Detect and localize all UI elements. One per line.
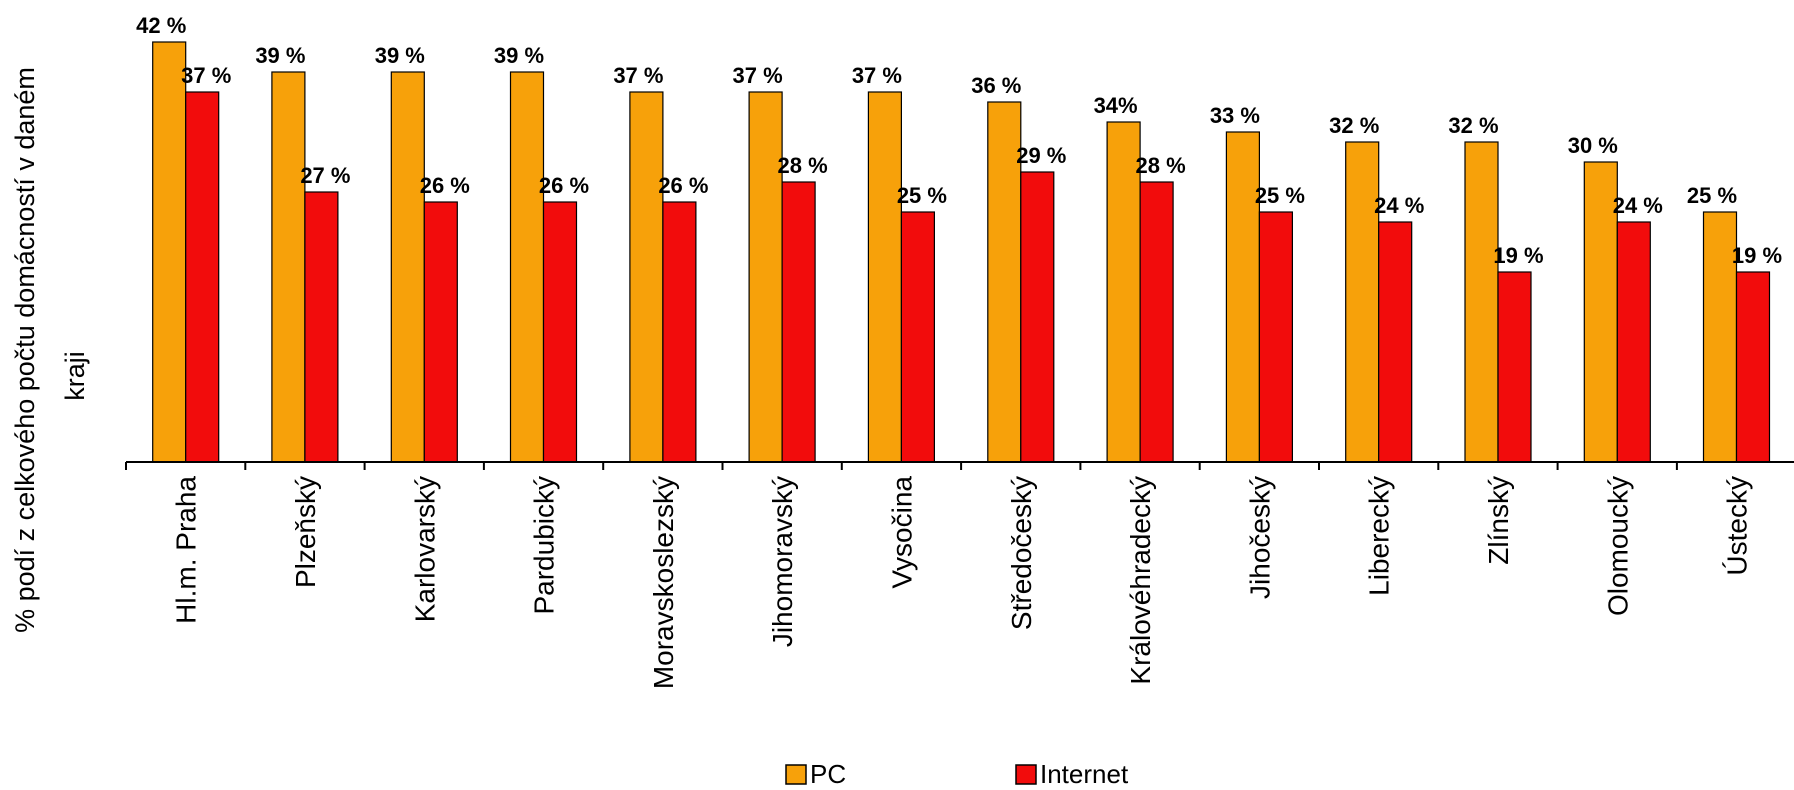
data-label-pc-3: 39 % (494, 43, 544, 68)
x-tick-label-12: Olomoucký (1602, 476, 1633, 616)
bar-internet-3 (542, 201, 578, 463)
bar-pc-13 (1702, 211, 1738, 463)
bar-pc-2 (390, 71, 425, 463)
bar-internet-11 (1497, 271, 1532, 463)
bar-internet-0 (185, 91, 220, 463)
bars-layer (152, 41, 1771, 463)
bar-pc-1 (271, 71, 306, 463)
y-axis-label-line-1: % podí z celkového počtu domácností v da… (10, 67, 40, 633)
legend-swatch-pc (785, 764, 807, 785)
data-labels-layer: 42 % 37 % 39 % 27 % 39 % 26 % 39 % 26 % 37 % 26 %… (136, 13, 1782, 268)
x-tick-labels: Hl.m. Praha Plzeňský Karlovarský Pardubický… (171, 476, 1753, 690)
data-label-internet-11: 19 % (1493, 243, 1543, 268)
data-label-internet-3: 26 % (539, 173, 589, 198)
bar-internet-7 (1020, 171, 1055, 463)
bar-internet-5 (781, 181, 816, 463)
data-label-pc-9: 33 % (1210, 103, 1260, 128)
x-tick-label-2: Karlovarský (409, 476, 440, 622)
x-tick-label-3: Pardubický (529, 476, 560, 615)
x-tick-label-11: Zlínský (1483, 476, 1514, 565)
bar-internet-9 (1258, 211, 1294, 463)
bar-internet-6 (900, 211, 936, 463)
data-label-pc-7: 36 % (971, 73, 1021, 98)
y-axis-label-line-2: kraji (60, 351, 90, 401)
data-label-internet-2: 26 % (420, 173, 470, 198)
legend: PC Internet (785, 759, 1129, 789)
data-label-pc-6: 37 % (852, 63, 902, 88)
data-label-pc-12: 30 % (1568, 133, 1618, 158)
data-label-pc-5: 37 % (733, 63, 783, 88)
data-label-internet-1: 27 % (300, 163, 350, 188)
bar-pc-3 (509, 71, 545, 463)
bar-pc-10 (1345, 141, 1380, 463)
bar-internet-4 (662, 201, 697, 463)
data-label-internet-8: 28 % (1136, 153, 1186, 178)
bar-pc-5 (748, 91, 783, 463)
data-label-internet-7: 29 % (1016, 143, 1066, 168)
x-tick-label-1: Plzeňský (290, 476, 321, 588)
bar-internet-10 (1378, 221, 1413, 463)
data-label-internet-12: 24 % (1613, 193, 1663, 218)
bar-internet-12 (1616, 221, 1651, 463)
data-label-pc-10: 32 % (1329, 113, 1379, 138)
bar-pc-11 (1464, 141, 1499, 463)
y-axis-label: % podí z celkového počtu domácností v da… (10, 67, 90, 633)
data-label-internet-4: 26 % (658, 173, 708, 198)
x-tick-label-6: Vysočina (886, 476, 917, 589)
data-label-pc-8: 34% (1094, 93, 1138, 118)
data-label-internet-10: 24 % (1374, 193, 1424, 218)
bar-pc-8 (1106, 121, 1141, 463)
bar-pc-0 (152, 41, 187, 463)
x-tick-label-10: Liberecký (1364, 476, 1395, 596)
data-label-pc-4: 37 % (613, 63, 663, 88)
bar-internet-1 (304, 191, 339, 463)
data-label-internet-6: 25 % (897, 183, 947, 208)
x-tick-label-0: Hl.m. Praha (171, 476, 202, 624)
bar-internet-2 (423, 201, 458, 463)
x-axis (125, 461, 1794, 470)
data-label-internet-0: 37 % (181, 63, 231, 88)
bar-internet-8 (1139, 181, 1174, 463)
bar-internet-13 (1735, 271, 1771, 463)
bar-pc-9 (1225, 131, 1261, 463)
legend-swatch-internet (1015, 764, 1037, 785)
x-tick-label-13: Ústecký (1722, 476, 1753, 576)
x-tick-label-4: Moravskoslezský (648, 476, 679, 689)
x-tick-label-7: Středočeský (1006, 476, 1037, 630)
legend-label-internet: Internet (1040, 759, 1129, 789)
data-label-internet-9: 25 % (1255, 183, 1305, 208)
data-label-pc-2: 39 % (375, 43, 425, 68)
data-label-pc-13: 25 % (1687, 183, 1737, 208)
data-label-pc-0: 42 % (136, 13, 186, 38)
data-label-pc-11: 32 % (1448, 113, 1498, 138)
bar-pc-4 (629, 91, 664, 463)
legend-label-pc: PC (810, 759, 846, 789)
data-label-internet-5: 28 % (778, 153, 828, 178)
x-tick-label-8: Královéhradecký (1125, 476, 1156, 685)
x-tick-label-9: Jihočeský (1244, 476, 1275, 599)
data-label-internet-13: 19 % (1732, 243, 1782, 268)
bar-pc-6 (867, 91, 903, 463)
x-tick-label-5: Jihomoravský (767, 476, 798, 647)
data-label-pc-1: 39 % (255, 43, 305, 68)
